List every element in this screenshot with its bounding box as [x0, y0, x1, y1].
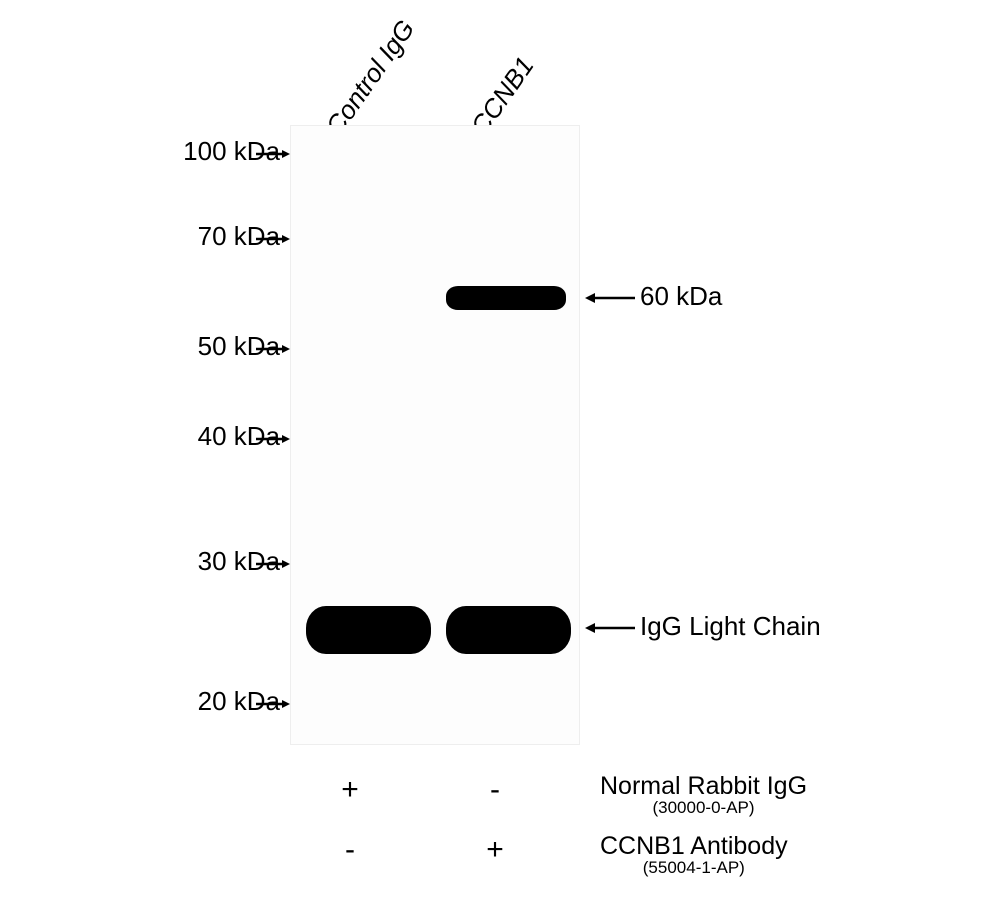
ab-label-ccnb1: CCNB1 Antibody (55004-1-AP) — [600, 833, 788, 877]
right-label-igg: IgG Light Chain — [640, 611, 821, 642]
pm-text: + — [341, 773, 359, 806]
band-igg-lane2 — [446, 606, 571, 654]
ab-label-text: CCNB1 Antibody — [600, 832, 788, 860]
pm-text: - — [490, 773, 500, 806]
figure-container: Control IgG CCNB1 WWW.PTGLAB.COM 100 kDa… — [0, 0, 1000, 903]
ab-label-sub: (30000-0-AP) — [600, 799, 807, 817]
right-label-text: 60 kDa — [640, 281, 722, 311]
mw-arrow-icon — [256, 700, 290, 708]
right-arrow-icon — [585, 293, 635, 303]
pm-text: + — [486, 833, 504, 866]
pm-text: - — [345, 833, 355, 866]
lane-label-control: Control IgG — [320, 14, 422, 141]
band-igg-lane1 — [306, 606, 431, 654]
mw-arrow-icon — [256, 435, 290, 443]
right-label-text: IgG Light Chain — [640, 611, 821, 641]
blot-image — [290, 125, 580, 745]
mw-arrow-icon — [256, 235, 290, 243]
matrix-cell: - — [335, 833, 365, 867]
lane-label-text: Control IgG — [320, 14, 421, 140]
ab-label-control: Normal Rabbit IgG (30000-0-AP) — [600, 773, 807, 817]
right-label-60kda: 60 kDa — [640, 281, 722, 312]
ab-label-sub: (55004-1-AP) — [600, 859, 788, 877]
matrix-cell: + — [335, 773, 365, 807]
right-arrow-icon — [585, 623, 635, 633]
band-60kda — [446, 286, 566, 310]
mw-arrow-icon — [256, 150, 290, 158]
matrix-cell: + — [480, 833, 510, 867]
matrix-cell: - — [480, 773, 510, 807]
mw-arrow-icon — [256, 345, 290, 353]
ab-label-text: Normal Rabbit IgG — [600, 772, 807, 800]
mw-arrow-icon — [256, 560, 290, 568]
